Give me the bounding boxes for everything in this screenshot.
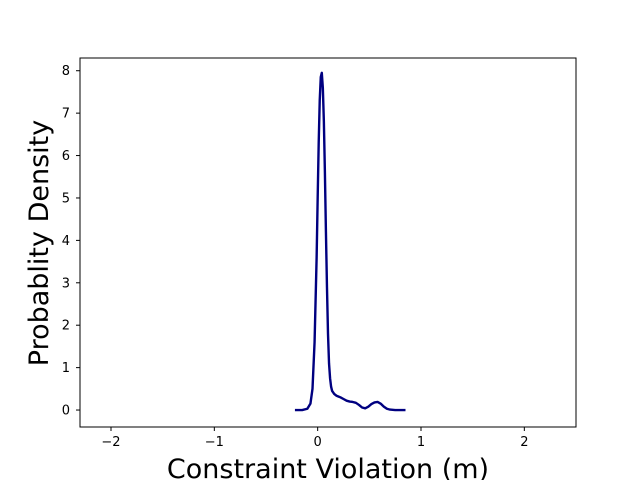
- x-tick-label: 1: [417, 435, 425, 450]
- y-tick-label: 2: [62, 319, 70, 334]
- y-tick-label: 1: [62, 361, 70, 376]
- x-tick-label: 2: [520, 435, 528, 450]
- y-tick-label: 5: [62, 191, 70, 206]
- series-line-0: [294, 71, 406, 412]
- y-tick-label: 6: [62, 149, 70, 164]
- y-tick-label: 3: [62, 276, 70, 291]
- y-axis-ticks: 0 1 2 3 4 5 6 7 8: [62, 64, 80, 419]
- y-axis-label: Probablity Density: [24, 120, 55, 366]
- chart-marks: [294, 71, 406, 412]
- x-tick-label: −2: [101, 435, 120, 450]
- x-axis-ticks: −2 −1 0 1 2: [101, 427, 528, 450]
- y-tick-label: 0: [62, 404, 70, 419]
- x-axis-label: Constraint Violation (m): [167, 454, 489, 480]
- plot-frame: [79, 57, 577, 428]
- y-tick-label: 4: [62, 234, 70, 249]
- y-tick-label: 7: [62, 107, 70, 122]
- y-tick-label: 8: [62, 64, 70, 79]
- x-tick-label: 0: [314, 435, 322, 450]
- x-tick-label: −1: [205, 435, 224, 450]
- plot-area: [80, 58, 576, 427]
